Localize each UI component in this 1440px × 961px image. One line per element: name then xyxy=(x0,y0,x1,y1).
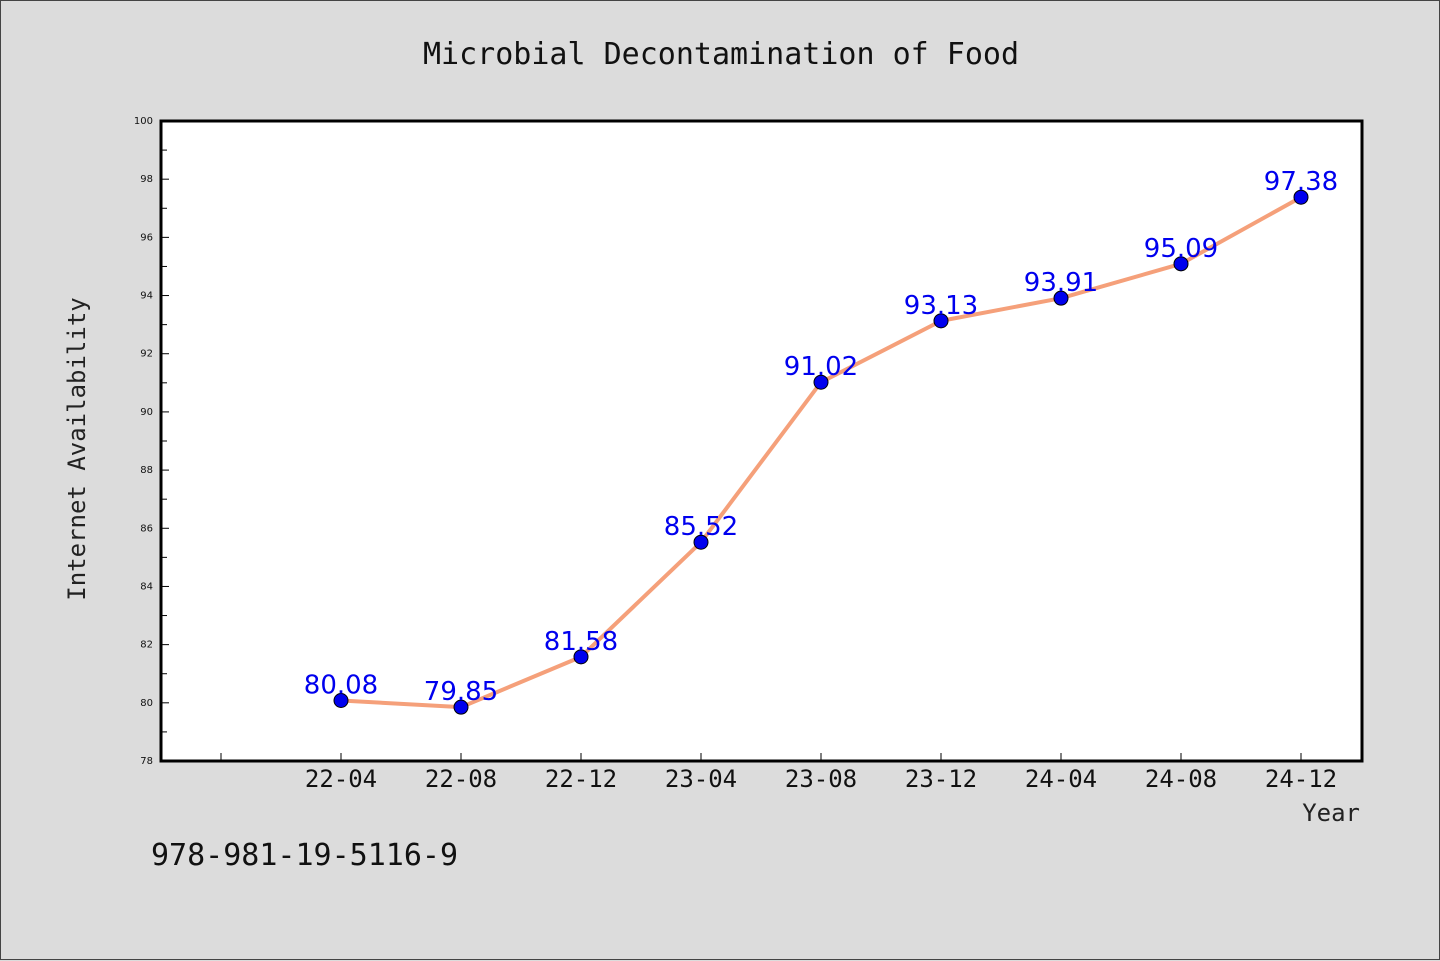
plot-area xyxy=(159,119,1364,763)
x-tick-label: 23-04 xyxy=(665,765,737,793)
data-point xyxy=(1293,189,1309,205)
data-label: 80.08 xyxy=(304,670,378,700)
x-tick-label: 24-12 xyxy=(1265,765,1337,793)
x-axis: 22-04 22-08 22-12 23-04 23-08 23-12 24-04 24-08… xyxy=(220,753,1337,793)
data-point xyxy=(1053,290,1069,306)
y-tick-label: 94 xyxy=(140,291,153,302)
data-label: 93.13 xyxy=(904,291,978,321)
data-point xyxy=(573,649,589,665)
x-tick-label: 22-12 xyxy=(545,765,617,793)
x-tick-label: 23-12 xyxy=(905,765,977,793)
y-tick-label: 92 xyxy=(140,349,153,360)
y-tick-label: 96 xyxy=(140,232,153,243)
x-tick-label: 22-08 xyxy=(425,765,497,793)
y-axis: 78 80 82 84 86 88 90 92 94 96 98 100 xyxy=(134,116,169,767)
data-point xyxy=(1173,256,1189,272)
y-tick-label: 82 xyxy=(140,640,153,651)
y-tick-label: 90 xyxy=(140,407,153,418)
data-point xyxy=(693,534,709,550)
x-tick-label: 24-08 xyxy=(1145,765,1217,793)
x-axis-label: Year xyxy=(1302,799,1360,827)
data-point xyxy=(933,313,949,329)
x-tick-label: 23-08 xyxy=(785,765,857,793)
data-point xyxy=(453,699,469,715)
data-label: 91.02 xyxy=(784,352,858,382)
y-tick-label: 84 xyxy=(140,581,153,592)
y-tick-label: 86 xyxy=(140,523,153,534)
data-label: 85.52 xyxy=(664,512,738,542)
data-label: 97.38 xyxy=(1264,167,1338,197)
data-point xyxy=(813,374,829,390)
y-tick-label: 78 xyxy=(140,756,153,767)
x-tick-label: 22-04 xyxy=(305,765,377,793)
y-tick-label: 98 xyxy=(140,174,153,185)
y-tick-label: 88 xyxy=(140,465,153,476)
data-label: 95.09 xyxy=(1144,234,1218,264)
series-line-group: 80.08 79.85 81.58 85.52 91.02 93.13 93.91 95.09… xyxy=(304,167,1338,715)
y-tick-label: 100 xyxy=(134,116,153,127)
y-axis-label: Internet Availability xyxy=(63,297,91,600)
data-label: 93.91 xyxy=(1024,268,1098,298)
x-tick-label: 24-04 xyxy=(1025,765,1097,793)
data-point xyxy=(333,692,349,708)
chart-title: Microbial Decontamination of Food xyxy=(423,37,1019,72)
isbn-text: 978-981-19-5116-9 xyxy=(151,838,458,873)
data-label: 79.85 xyxy=(424,677,498,707)
y-tick-label: 80 xyxy=(140,698,153,709)
data-label: 81.58 xyxy=(544,627,618,657)
